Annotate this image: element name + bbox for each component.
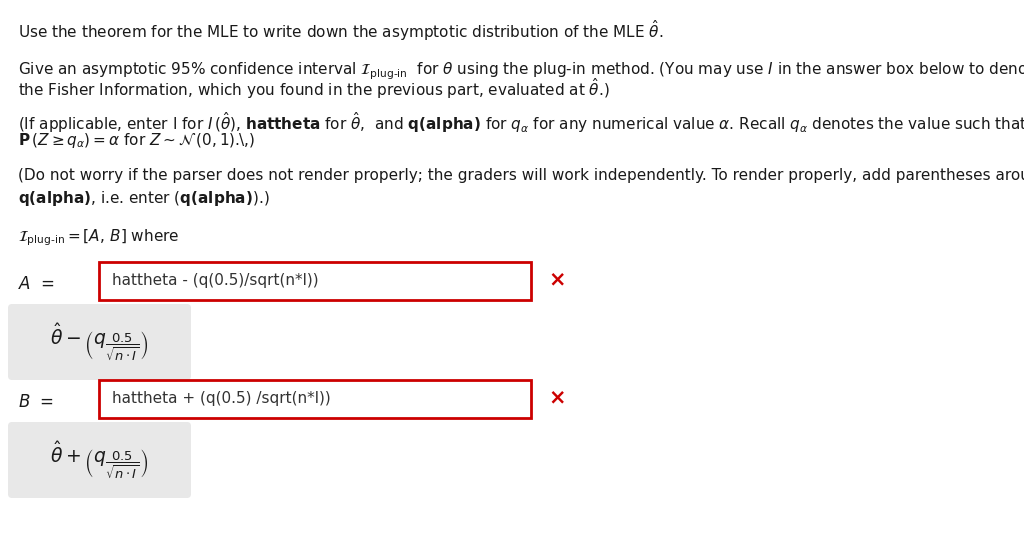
Text: $B$  =: $B$ = <box>18 393 54 411</box>
Text: the Fisher Information, which you found in the previous part, evaluated at $\hat: the Fisher Information, which you found … <box>18 76 609 101</box>
Text: $\mathbf{P}\,(Z \geq q_{\alpha}) = \alpha$ for $Z \sim \mathcal{N}\,(0, 1)$.\,): $\mathbf{P}\,(Z \geq q_{\alpha}) = \alph… <box>18 131 255 150</box>
FancyBboxPatch shape <box>99 262 531 300</box>
Text: hattheta - (q(0.5)/sqrt(n*l)): hattheta - (q(0.5)/sqrt(n*l)) <box>112 273 318 287</box>
Text: Use the theorem for the MLE to write down the asymptotic distribution of the MLE: Use the theorem for the MLE to write dow… <box>18 18 664 43</box>
Text: $\hat{\theta} + \left(q_{\dfrac{0.5}{\sqrt{n \cdot I}}}\right)$: $\hat{\theta} + \left(q_{\dfrac{0.5}{\sq… <box>50 439 148 481</box>
Text: $\hat{\theta} - \left(q_{\dfrac{0.5}{\sqrt{n \cdot I}}}\right)$: $\hat{\theta} - \left(q_{\dfrac{0.5}{\sq… <box>50 321 148 363</box>
Text: (If applicable, enter I for $I\,(\hat{\theta})$, $\mathbf{hattheta}$ for $\hat{\: (If applicable, enter I for $I\,(\hat{\t… <box>18 110 1024 135</box>
FancyBboxPatch shape <box>8 422 191 498</box>
FancyBboxPatch shape <box>8 304 191 380</box>
Text: $\mathcal{I}_{\mathrm{plug\text{-}in}} = [A,\, B]$ where: $\mathcal{I}_{\mathrm{plug\text{-}in}} =… <box>18 227 179 247</box>
Text: $A$  =: $A$ = <box>18 275 55 293</box>
FancyBboxPatch shape <box>99 380 531 418</box>
Text: $\mathbf{\times}$: $\mathbf{\times}$ <box>548 270 565 290</box>
Text: hattheta + (q(0.5) /sqrt(n*l)): hattheta + (q(0.5) /sqrt(n*l)) <box>112 390 331 405</box>
Text: $\mathbf{q(alpha)}$, i.e. enter ($\mathbf{q(alpha)}$).): $\mathbf{q(alpha)}$, i.e. enter ($\mathb… <box>18 189 269 208</box>
Text: $\mathbf{\times}$: $\mathbf{\times}$ <box>548 388 565 408</box>
Text: Give an asymptotic 95% confidence interval $\mathcal{I}_{\mathrm{plug\text{-}in}: Give an asymptotic 95% confidence interv… <box>18 55 1024 81</box>
Text: (Do not worry if the parser does not render properly; the graders will work inde: (Do not worry if the parser does not ren… <box>18 168 1024 183</box>
